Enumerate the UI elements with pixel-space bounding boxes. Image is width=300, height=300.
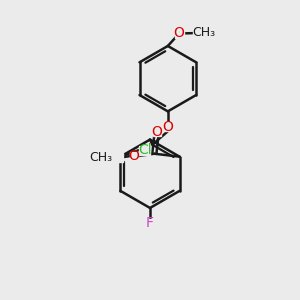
Bar	[130, 152, 138, 160]
Bar	[164, 122, 172, 131]
Text: O: O	[174, 26, 184, 40]
Text: O: O	[162, 120, 173, 134]
Bar	[147, 219, 153, 228]
Text: CH₃: CH₃	[90, 151, 113, 164]
Bar	[153, 128, 161, 136]
Bar	[102, 153, 123, 162]
Text: Cl: Cl	[138, 143, 152, 157]
Bar	[175, 29, 184, 38]
Text: O: O	[129, 149, 140, 163]
Bar	[193, 28, 214, 38]
Bar	[139, 146, 150, 154]
Text: CH₃: CH₃	[192, 26, 215, 39]
Text: F: F	[146, 216, 154, 230]
Text: O: O	[151, 125, 162, 139]
